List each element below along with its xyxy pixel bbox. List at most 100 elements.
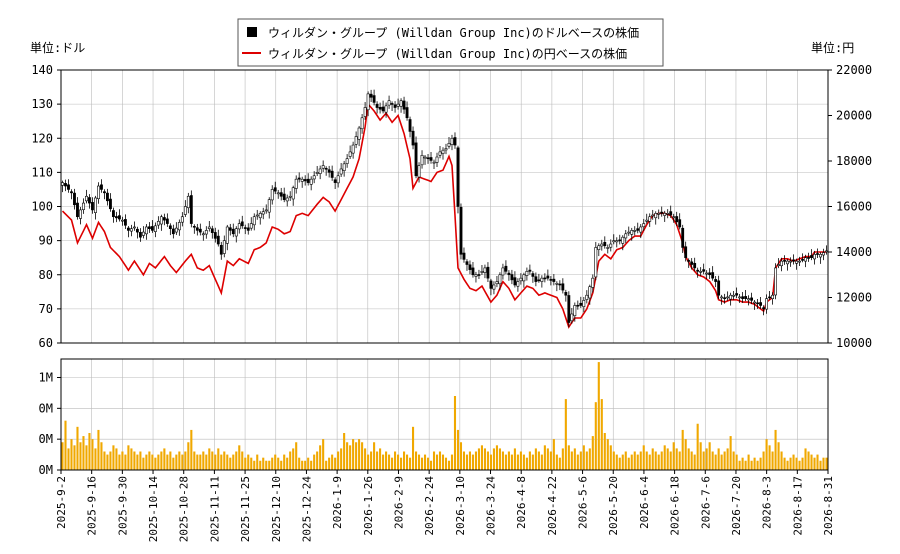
volume-bar: [406, 454, 409, 470]
right-tick-label: 14000: [836, 245, 872, 259]
volume-bar: [474, 451, 478, 470]
volume-bar: [127, 445, 130, 470]
volume-bar: [510, 454, 513, 470]
volume-bar: [94, 448, 97, 470]
x-tick-label: 2026-3-10: [454, 476, 467, 536]
candle-body: [354, 136, 358, 145]
volume-bar: [91, 439, 94, 470]
candle-body: [705, 272, 709, 275]
right-tick-label: 12000: [836, 291, 872, 305]
volume-bar: [675, 448, 678, 470]
volume-bar: [657, 454, 660, 470]
candle-body: [180, 216, 184, 223]
volume-bar: [64, 420, 67, 470]
candle-body: [780, 260, 783, 267]
x-tick-label: 2025-11-25: [239, 476, 252, 542]
volume-bar: [660, 451, 663, 470]
candle-body: [504, 265, 508, 272]
x-tick-label: 2025-9-16: [86, 476, 99, 536]
candle-body: [534, 276, 538, 282]
candle-body: [375, 103, 379, 108]
candle-body: [115, 216, 118, 219]
x-tick-label: 2025-9-30: [116, 476, 129, 536]
volume-bar: [504, 454, 507, 470]
candle-body: [112, 210, 115, 218]
candle-body: [300, 178, 304, 182]
volume-bar: [139, 451, 142, 470]
candle-body: [171, 228, 175, 235]
candle-body: [408, 119, 412, 132]
volume-bar: [765, 439, 768, 470]
volume-bar: [519, 451, 522, 470]
volume-bar: [705, 448, 708, 470]
volume-bar: [558, 457, 561, 470]
candle-body: [678, 219, 682, 228]
volume-bar: [714, 454, 717, 470]
volume-bar: [130, 448, 133, 470]
volume-bar: [471, 454, 475, 470]
volume-bar: [109, 451, 112, 470]
candle-body: [288, 195, 292, 198]
volume-bar: [346, 442, 349, 470]
volume-bar: [382, 454, 385, 470]
volume-bar: [552, 439, 555, 470]
candle-body: [555, 282, 559, 285]
volume-bar: [822, 457, 825, 470]
candle-body: [630, 230, 634, 235]
candle-body: [231, 228, 235, 235]
candle-body: [714, 279, 718, 282]
candle-body: [312, 175, 316, 180]
candle-body: [174, 227, 178, 233]
volume-bar: [672, 442, 675, 470]
candle-body: [165, 218, 169, 224]
volume-bar: [178, 451, 181, 470]
volume-bar: [819, 460, 822, 470]
candle-body: [786, 260, 789, 265]
candle-body: [789, 260, 792, 263]
left-axis-ticks: 60 70 80 90 100 110 120 130 140: [31, 63, 61, 350]
volume-bar: [328, 457, 331, 470]
volume-bar: [438, 451, 442, 470]
candle-body: [687, 260, 691, 262]
candle-body: [234, 228, 238, 237]
candle-body: [399, 100, 403, 107]
volume-bar: [630, 454, 633, 470]
candle-body: [294, 178, 298, 189]
x-tick-label: 2026-6-4: [638, 476, 651, 529]
candle-body: [85, 195, 88, 202]
volume-bar: [277, 457, 280, 470]
volume-tick-label: 0M: [39, 463, 53, 477]
candle-body: [282, 193, 286, 200]
candle-body: [88, 197, 91, 204]
candle-body: [129, 228, 133, 232]
candle-body: [258, 213, 262, 219]
candle-body: [369, 93, 373, 98]
candle-body: [396, 103, 400, 107]
candle-body: [489, 280, 493, 289]
candle-body: [106, 192, 109, 202]
volume-bar: [100, 442, 103, 470]
volume-bar: [669, 451, 672, 470]
volume-bar: [408, 457, 412, 470]
volume-bar: [420, 457, 424, 470]
volume-bar: [753, 457, 756, 470]
volume-bar: [61, 442, 64, 470]
volume-bar: [235, 451, 238, 470]
candle-body: [159, 216, 163, 225]
x-tick-label: 2026-2-9: [392, 476, 405, 529]
candle-body: [741, 296, 745, 299]
volume-bar: [663, 445, 666, 470]
x-axis-ticks: 2025-9-2 2025-9-16 2025-9-30 2025-10-14 2025…: [55, 470, 835, 542]
volume-bar: [456, 429, 460, 470]
volume-bar: [564, 399, 567, 470]
candle-body: [444, 148, 448, 151]
candle-body: [237, 223, 241, 230]
volume-bar: [256, 454, 259, 470]
candle-body: [318, 168, 322, 174]
right-tick-label: 16000: [836, 200, 872, 214]
candle-body: [465, 261, 469, 265]
volume-bar: [432, 451, 436, 470]
candle-body: [177, 222, 181, 231]
volume-bar: [283, 454, 286, 470]
volume-bar: [642, 445, 645, 470]
